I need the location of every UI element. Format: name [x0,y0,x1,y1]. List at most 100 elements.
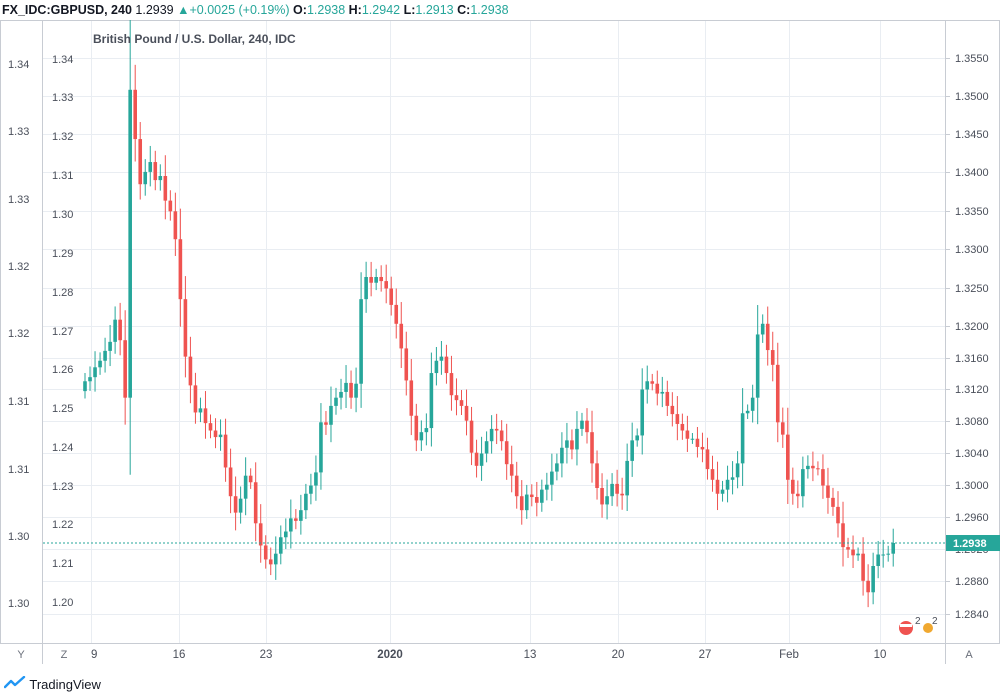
open-label: O: [293,3,307,17]
close-label: C: [457,3,471,17]
candle-body [223,434,228,468]
right-tick-label: 1.3160 [955,353,989,365]
candle-body [735,463,740,478]
candlestick-chart[interactable]: 9 16 23 2020 13 20 27 Feb 10 1.3550 1.3500 1.3450 1.… [0,4,1000,664]
candle-body [705,449,710,470]
candle-body [479,453,484,466]
candle-body [329,405,333,425]
right-tick-label: 1.3350 [955,206,989,218]
candle-body [600,488,604,505]
candle-body [580,420,584,429]
candle-body [118,319,122,341]
candle-body [565,440,569,448]
brand-name[interactable]: TradingView [29,677,101,692]
candle-body [514,475,519,497]
candle-body [233,496,238,513]
chart-title: British Pound / U.S. Dollar, 240, IDC [93,32,296,46]
candle-body [143,171,148,185]
candle-body [213,430,218,438]
candle-body [715,479,720,494]
candle-body [700,446,705,450]
candle-body [519,496,524,511]
open-value: 1.2938 [306,3,346,17]
chart-area[interactable]: 9 16 23 2020 13 20 27 Feb 10 1.3550 1.3500 1.3450 1.… [0,4,1000,664]
candle-body [364,276,368,300]
auto-scale-button[interactable]: A [965,649,973,661]
candle-body [750,397,755,411]
candle-body [349,382,353,398]
tradingview-logo-icon[interactable] [3,673,26,698]
candle-body [610,483,614,497]
footer: TradingView [0,672,300,697]
candle-body [424,428,429,433]
candle-body [725,479,730,490]
candle-body [153,162,158,181]
candle-body [861,553,865,581]
high-value: 1.2942 [361,3,401,17]
candle-body [765,323,770,351]
candle-body [575,428,579,450]
outer-left-tick-label: 1.34 [8,59,29,71]
candle-body [369,276,373,283]
candle-body [670,405,675,415]
event-count-1: 2 [915,616,921,627]
candle-body [193,385,198,413]
last-price-label: 1.2938 [953,538,987,550]
z-button-label: Z [61,649,68,661]
y-axis-button[interactable]: Y [17,649,25,661]
candle-body [389,288,394,305]
x-tick-label: 16 [173,649,186,661]
candle-body [188,356,193,386]
candle-body [831,497,835,507]
candle-body [148,162,153,172]
low-value: 1.2913 [415,3,454,17]
candle-body [680,423,685,431]
outer-left-tick-label: 1.33 [8,126,29,138]
candle-body [404,348,409,381]
z-axis-button[interactable]: Z [61,649,68,661]
candle-body [434,360,439,374]
candle-body [826,485,830,498]
candle-body [710,469,715,480]
outer-left-tick-label: 1.30 [8,531,29,543]
x-tick-label: Feb [779,649,799,661]
candle-body [494,428,499,431]
candle-body [128,89,132,398]
candle-body [123,340,127,398]
candle-body [83,381,87,392]
x-tick-label: 23 [260,649,273,661]
right-tick-label: 1.3000 [955,480,989,492]
candle-body [665,391,670,406]
candle-body [504,441,509,465]
outer-left-tick-label: 1.31 [8,464,29,476]
candle-body [339,391,343,398]
event-marker-icon[interactable] [923,623,933,633]
candle-body [108,341,112,351]
candle-body [88,377,92,382]
candle-body [354,383,358,398]
candle-body [263,545,268,560]
candle-body [675,414,680,424]
candle-body [755,334,760,398]
candle-body [178,239,183,300]
right-tick-label: 1.3080 [955,416,989,428]
candle-body [720,489,725,494]
x-tick-label: 13 [524,649,537,661]
candle-body [168,200,173,212]
candle-body [851,549,855,556]
us-flag-icon[interactable] [899,621,913,635]
last-price-tag [946,535,1000,552]
inner-left-tick-label: 1.20 [52,597,73,609]
high-label: H: [348,3,362,17]
auto-button-label: A [965,649,973,661]
symbol-name[interactable]: FX_IDC:GBPUSD, 240 [2,3,132,17]
outer-left-tick-label: 1.30 [8,598,29,610]
candle-body [133,89,137,140]
event-badges[interactable]: 2 2 [899,616,938,635]
candle-body [449,373,454,396]
candle-body [856,553,860,556]
candle-body [429,373,434,429]
candle-body [278,537,283,554]
candle-body [740,413,745,464]
candle-body [243,475,248,499]
